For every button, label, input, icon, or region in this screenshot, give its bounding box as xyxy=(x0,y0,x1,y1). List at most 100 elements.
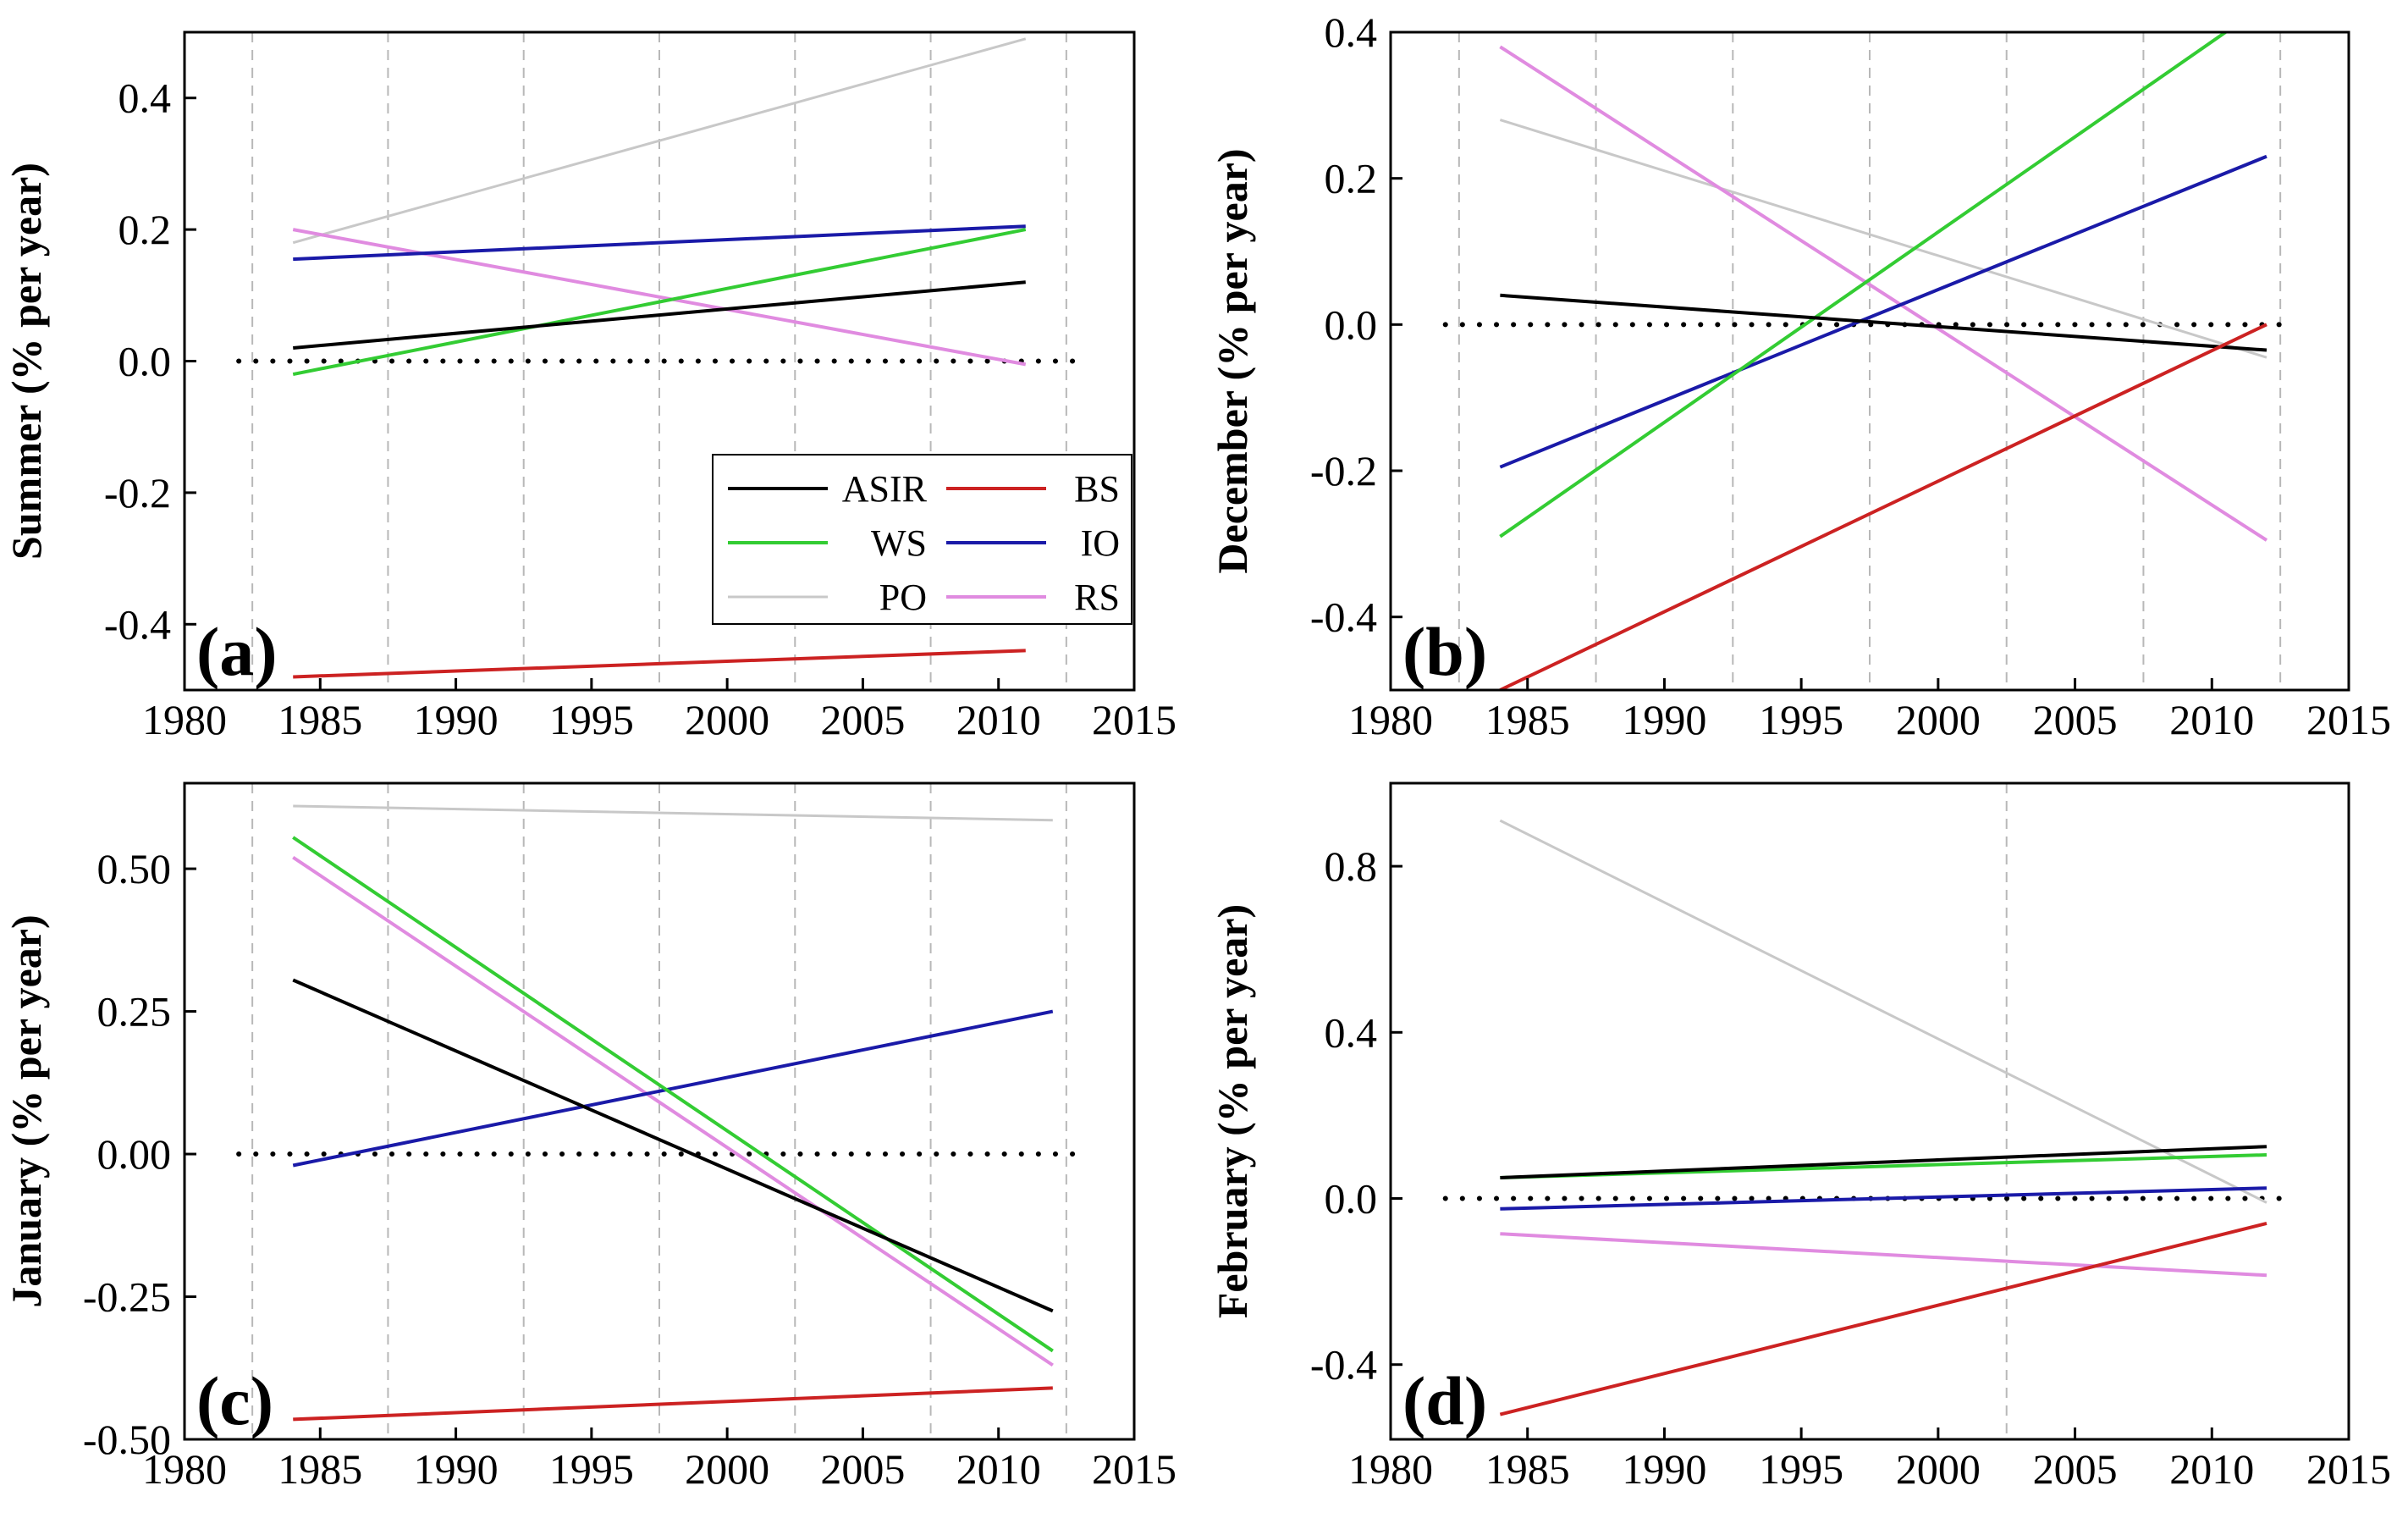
y-tick-label: 0.2 xyxy=(118,206,172,253)
panel-label: (c) xyxy=(196,1362,273,1439)
legend-label-io: IO xyxy=(1081,522,1120,564)
panel-label: (a) xyxy=(196,613,278,690)
y-tick-label: -0.4 xyxy=(104,600,171,648)
x-tick-label: 2005 xyxy=(2033,1445,2118,1493)
series-line-rs xyxy=(1500,1232,2267,1278)
y-axis-label: Summer (% per year) xyxy=(3,163,50,560)
x-tick-label: 2000 xyxy=(1896,696,1981,743)
series-line-asir xyxy=(1500,293,2267,352)
series-line-ws xyxy=(1499,32,2227,538)
y-axis-label: December (% per year) xyxy=(1209,148,1256,573)
x-tick-label: 1985 xyxy=(1485,1445,1570,1493)
x-tick-label: 1985 xyxy=(278,696,362,743)
x-tick-label: 2005 xyxy=(820,696,905,743)
x-tick-label: 2010 xyxy=(956,696,1041,743)
series-line-asir xyxy=(1500,1145,2267,1179)
series-line-io xyxy=(1500,1186,2267,1211)
y-tick-label: 0.00 xyxy=(97,1130,172,1178)
x-tick-label: 2010 xyxy=(2169,1445,2254,1493)
legend: ASIR BS WS IO PO RS xyxy=(712,454,1132,625)
y-tick-label: -0.50 xyxy=(83,1416,171,1463)
x-tick-label: 1980 xyxy=(142,696,227,743)
x-tick-label: 2005 xyxy=(2033,696,2118,743)
legend-label-po: PO xyxy=(879,577,927,618)
y-tick-label: -0.4 xyxy=(1310,594,1377,641)
y-tick-label: 0.4 xyxy=(1325,1008,1378,1056)
y-tick-label: 0.0 xyxy=(1325,301,1378,348)
y-tick-label: 0.50 xyxy=(97,845,172,892)
series-line-bs xyxy=(1499,1221,2267,1416)
x-tick-label: 1985 xyxy=(1485,696,1570,743)
x-tick-label: 2000 xyxy=(685,696,769,743)
series-line-rs xyxy=(292,855,1054,1367)
y-axis-label: February (% per year) xyxy=(1209,904,1256,1318)
y-tick-label: -0.25 xyxy=(83,1273,171,1321)
series-group xyxy=(1499,819,2267,1416)
series-line-asir xyxy=(292,978,1054,1313)
y-tick-label: -0.4 xyxy=(1310,1341,1377,1389)
y-tick-label: 0.4 xyxy=(1325,8,1378,56)
x-tick-label: 1985 xyxy=(278,1445,362,1493)
y-axis-label: January (% per year) xyxy=(3,914,50,1307)
x-tick-label: 2015 xyxy=(2306,696,2391,743)
y-tick-label: 0.4 xyxy=(118,75,172,122)
y-tick-label: -0.2 xyxy=(1310,447,1377,494)
series-group xyxy=(1499,32,2268,690)
x-tick-label: 1990 xyxy=(414,696,499,743)
panel-c: 1980 1985 1990 1995 2000 2005 2010 2015 0.50 0.25… xyxy=(3,781,1176,1493)
legend-label-bs: BS xyxy=(1074,468,1120,510)
panel-b: 1980 1985 1990 1995 2000 2005 2010 2015 0.4 0.2 0.… xyxy=(1209,8,2391,743)
plot-frame xyxy=(183,781,1136,1441)
y-tick-label: 0.8 xyxy=(1325,842,1378,890)
series-line-asir xyxy=(293,280,1026,350)
series-line-io xyxy=(292,1009,1054,1168)
x-tick-label: 2000 xyxy=(1896,1445,1981,1493)
series-line-ws xyxy=(292,228,1027,377)
series-group xyxy=(292,804,1054,1422)
x-tick-label: 1995 xyxy=(1759,696,1843,743)
x-tick-label: 1990 xyxy=(414,1445,499,1493)
series-line-po xyxy=(293,804,1053,822)
legend-label-rs: RS xyxy=(1074,577,1120,618)
series-line-bs xyxy=(1499,323,2267,690)
x-tick-label: 1995 xyxy=(549,1445,634,1493)
x-tick-label: 2000 xyxy=(685,1445,769,1493)
plot-frame xyxy=(1389,30,2350,692)
x-tick-label: 1995 xyxy=(1759,1445,1843,1493)
series-line-rs xyxy=(1499,45,2268,542)
series-line-po xyxy=(1499,819,2267,1204)
series-line-io xyxy=(1499,154,2267,469)
x-tick-label: 1995 xyxy=(549,696,634,743)
series-line-po xyxy=(1499,119,2267,359)
x-tick-label: 2010 xyxy=(2169,696,2254,743)
x-tick-label: 2010 xyxy=(956,1445,1041,1493)
panel-label: (b) xyxy=(1402,613,1487,690)
x-tick-label: 1980 xyxy=(142,1445,227,1493)
series-group xyxy=(292,37,1027,679)
series-line-io xyxy=(293,224,1026,262)
series-line-bs xyxy=(293,1386,1053,1422)
y-tick-label: 0.25 xyxy=(97,988,172,1035)
x-tick-label: 1980 xyxy=(1348,696,1433,743)
x-tick-label: 1980 xyxy=(1348,1445,1433,1493)
series-line-bs xyxy=(293,649,1026,679)
x-tick-label: 2005 xyxy=(820,1445,905,1493)
legend-label-ws: WS xyxy=(871,522,927,564)
plot-frame xyxy=(1389,781,2350,1441)
y-tick-label: -0.2 xyxy=(104,469,171,516)
x-tick-label: 1990 xyxy=(1622,696,1706,743)
x-tick-label: 2015 xyxy=(2306,1445,2391,1493)
y-tick-label: 0.0 xyxy=(1325,1175,1378,1223)
y-tick-label: 0.2 xyxy=(1325,155,1378,202)
y-tick-label: 0.0 xyxy=(118,338,172,385)
legend-label-asir: ASIR xyxy=(842,468,928,510)
panel-label: (d) xyxy=(1402,1362,1487,1439)
panel-a: 1980 1985 1990 1995 2000 2005 2010 2015 0.4 0.2 0.… xyxy=(3,30,1176,743)
x-tick-label: 2015 xyxy=(1092,696,1176,743)
x-tick-label: 2015 xyxy=(1092,1445,1176,1493)
series-line-ws xyxy=(292,836,1054,1353)
series-line-po xyxy=(292,37,1027,245)
x-tick-label: 1990 xyxy=(1622,1445,1706,1493)
panel-d: 1980 1985 1990 1995 2000 2005 2010 2015 0.8 0.4 0.… xyxy=(1209,781,2391,1493)
